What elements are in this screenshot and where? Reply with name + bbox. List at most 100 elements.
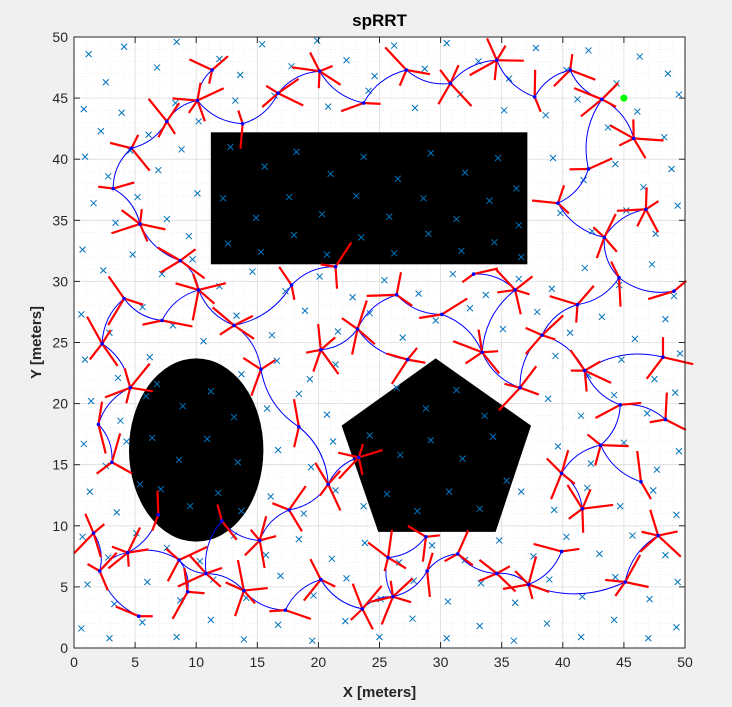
tree-node xyxy=(326,482,330,487)
heading-segment xyxy=(73,532,95,555)
tree-node xyxy=(100,341,104,346)
heading-segment xyxy=(456,529,470,555)
tree-node xyxy=(425,569,429,573)
heading-segment xyxy=(560,472,576,485)
sample-point xyxy=(598,313,606,321)
sample-point xyxy=(153,64,161,71)
goal-marker xyxy=(620,94,628,102)
heading-segment xyxy=(177,572,207,588)
heading-segment xyxy=(165,120,176,135)
heading-segment xyxy=(288,509,303,532)
heading-segment xyxy=(130,147,151,172)
sample-point xyxy=(495,537,503,544)
sample-point xyxy=(86,488,94,495)
sample-point xyxy=(662,315,669,323)
heading-segment xyxy=(426,570,431,597)
heading-segment xyxy=(649,509,660,536)
heading-segment xyxy=(233,314,254,327)
heading-segment xyxy=(123,368,132,389)
tree-node xyxy=(598,443,603,447)
tree-node xyxy=(559,549,564,554)
heading-segment xyxy=(219,324,235,336)
heading-segment xyxy=(519,365,538,389)
sample-point xyxy=(295,390,303,398)
y-tick-label: 45 xyxy=(52,90,68,106)
heading-segment xyxy=(549,295,578,306)
sample-point xyxy=(234,458,242,466)
heading-segment xyxy=(178,545,208,562)
sample-point xyxy=(143,578,151,586)
heading-segment xyxy=(101,343,119,367)
heading-segment xyxy=(120,209,141,225)
heading-segment xyxy=(541,334,556,341)
sample-point xyxy=(323,251,331,258)
goal-layer xyxy=(620,94,628,102)
heading-segment xyxy=(533,96,542,113)
heading-segment xyxy=(392,577,414,598)
sample-point xyxy=(104,172,112,180)
heading-segment xyxy=(657,534,682,558)
heading-segment xyxy=(527,556,538,585)
sample-point xyxy=(664,70,672,78)
heading-segment xyxy=(514,288,530,296)
heading-segment xyxy=(205,572,222,588)
sample-point xyxy=(327,170,334,178)
heading-segment xyxy=(157,246,181,262)
sample-point xyxy=(117,417,124,425)
heading-segment xyxy=(356,328,376,345)
tree-edge xyxy=(406,69,451,85)
sample-point xyxy=(675,91,683,98)
heading-segment xyxy=(614,581,627,597)
heading-segment xyxy=(421,536,428,562)
sample-point xyxy=(674,202,682,209)
sample-point xyxy=(361,539,369,547)
heading-segment xyxy=(320,336,336,351)
heading-segment xyxy=(109,141,132,150)
sample-point xyxy=(282,287,289,295)
tree-node xyxy=(361,101,366,105)
tree-node xyxy=(195,98,200,103)
tree-edge xyxy=(528,551,563,585)
tree-edge xyxy=(449,59,497,84)
heading-segment xyxy=(662,356,694,366)
heading-segment xyxy=(101,329,112,345)
sample-point xyxy=(420,194,427,202)
heading-segment xyxy=(88,343,103,361)
heading-segment xyxy=(478,559,498,575)
tree-edge xyxy=(204,520,223,574)
heading-segment xyxy=(312,349,322,372)
sample-point xyxy=(633,108,641,115)
sample-point xyxy=(145,131,152,139)
sample-point xyxy=(581,264,589,272)
sample-point xyxy=(481,412,488,420)
sample-point xyxy=(427,149,435,157)
sample-point xyxy=(238,507,245,515)
heading-segment xyxy=(98,570,109,591)
heading-segment xyxy=(444,552,459,563)
sample-point xyxy=(671,389,679,396)
sample-point xyxy=(224,240,232,247)
heading-segment xyxy=(384,46,408,71)
heading-segment xyxy=(351,328,359,355)
sample-point xyxy=(482,291,490,299)
heading-segment xyxy=(441,297,468,316)
sample-point xyxy=(596,550,603,558)
heading-segment xyxy=(383,557,390,572)
tree-edge xyxy=(112,147,132,189)
tree-edge xyxy=(392,570,428,598)
heading-segment xyxy=(110,433,122,463)
sample-point xyxy=(268,331,276,339)
heading-segment xyxy=(216,504,223,522)
heading-segment xyxy=(632,137,647,159)
heading-segment xyxy=(92,523,105,534)
sample-point xyxy=(178,146,185,153)
sample-point xyxy=(189,256,196,263)
heading-segment xyxy=(239,123,244,149)
x-tick-label: 45 xyxy=(616,654,632,670)
tree-node xyxy=(480,350,484,355)
tree-edge xyxy=(584,370,621,406)
heading-segment xyxy=(250,369,262,397)
tree-node xyxy=(125,550,130,555)
y-tick-label: 35 xyxy=(52,212,68,228)
heading-segment xyxy=(196,87,225,102)
